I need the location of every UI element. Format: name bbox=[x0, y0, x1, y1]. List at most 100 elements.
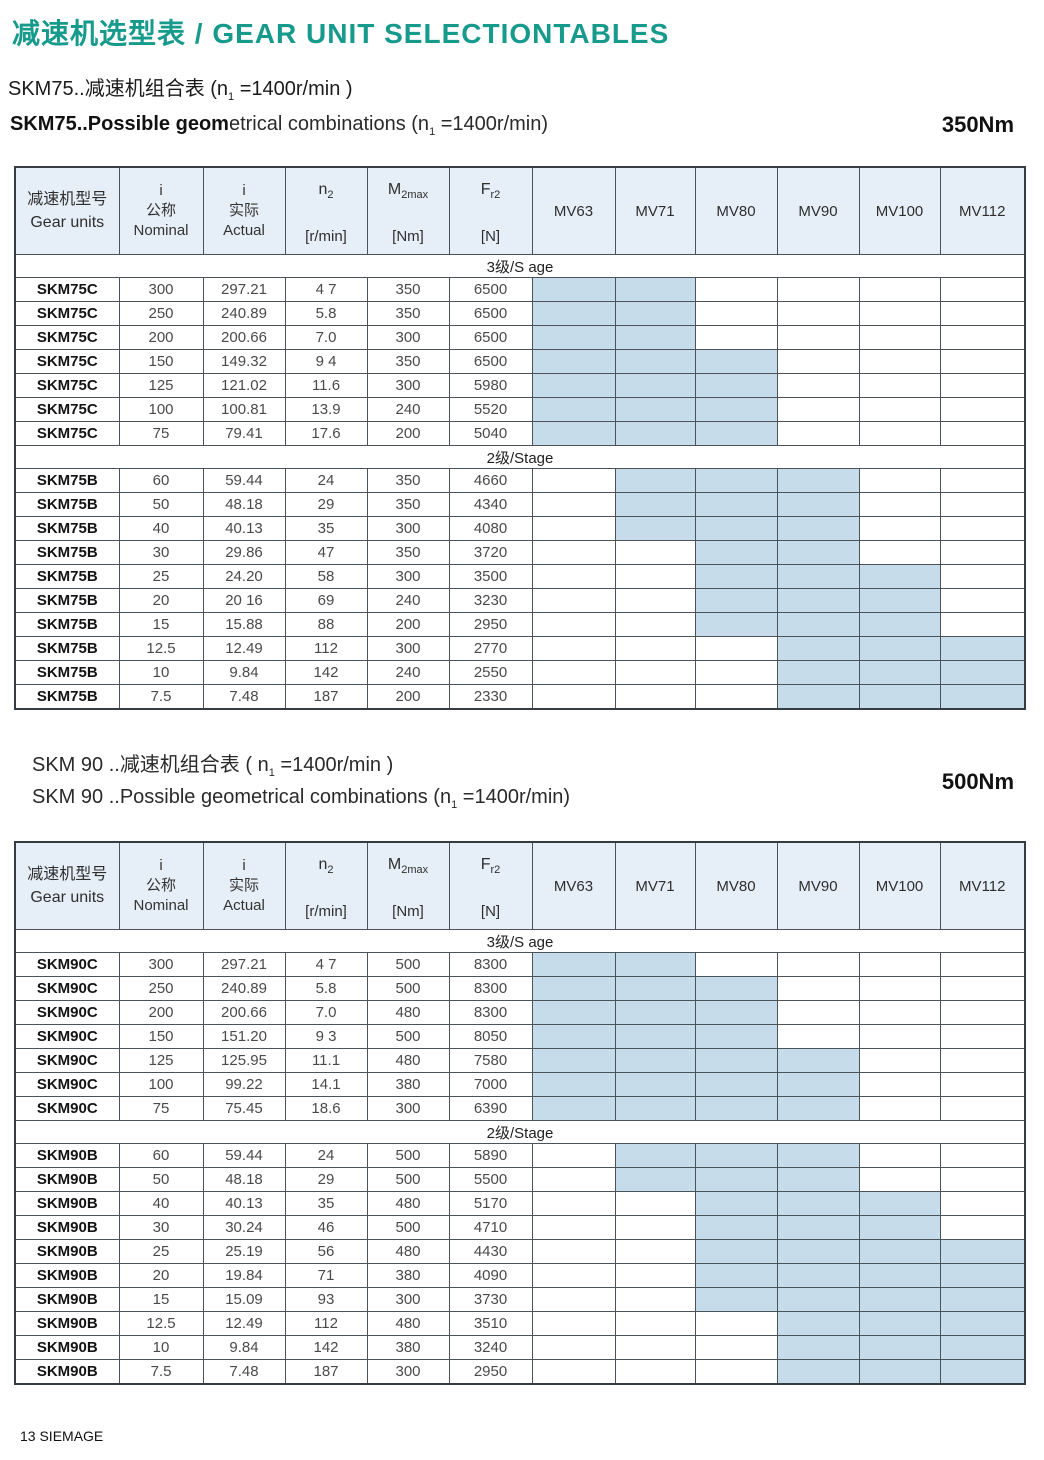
mv-empty-cell bbox=[614, 1239, 696, 1264]
mv-empty-cell bbox=[939, 612, 1026, 637]
mv-empty-cell bbox=[858, 1143, 941, 1168]
nominal-ratio-cell: 100 bbox=[118, 1072, 204, 1097]
model-cell: SKM75B bbox=[14, 636, 120, 661]
mv-empty-cell bbox=[939, 1167, 1026, 1192]
mv-empty-cell bbox=[531, 564, 616, 589]
skm75-heading-en: SKM75..Possible geometrical combinations… bbox=[10, 113, 548, 138]
nominal-ratio-cell: 300 bbox=[118, 952, 204, 977]
nominal-ratio-cell: 25 bbox=[118, 564, 204, 589]
actual-ratio-cell: 59.44 bbox=[202, 1143, 286, 1168]
nominal-ratio-cell: 25 bbox=[118, 1239, 204, 1264]
table-row: SKM75B 30 29.86 47 350 3720 bbox=[14, 540, 1026, 565]
m2max-torque-cell: 300 bbox=[366, 325, 450, 350]
mv-available-cell bbox=[614, 516, 696, 541]
mv-empty-cell bbox=[858, 540, 941, 565]
heading-text-pre: SKM 90 ..Possible geometrical combinatio… bbox=[32, 785, 452, 808]
n2-speed-cell: 29 bbox=[284, 492, 368, 517]
fr2-force-cell: 4710 bbox=[448, 1215, 533, 1240]
mv-available-cell bbox=[614, 325, 696, 350]
table-row: SKM90B 12.5 12.49 112 480 3510 bbox=[14, 1311, 1026, 1336]
mv-available-cell bbox=[776, 1072, 860, 1097]
n2-speed-cell: 93 bbox=[284, 1287, 368, 1312]
mv-available-cell bbox=[939, 660, 1026, 685]
mv-empty-cell bbox=[776, 976, 860, 1001]
mv-available-cell bbox=[614, 397, 696, 422]
mv-empty-cell bbox=[694, 1359, 778, 1385]
mv-available-cell bbox=[614, 1167, 696, 1192]
mv-empty-cell bbox=[531, 684, 616, 710]
mv-empty-cell bbox=[531, 492, 616, 517]
mv-empty-cell bbox=[858, 1000, 941, 1025]
mv-available-cell bbox=[858, 1311, 941, 1336]
mv-available-cell bbox=[531, 421, 616, 446]
mv-available-cell bbox=[858, 564, 941, 589]
actual-symbol: i bbox=[242, 181, 246, 199]
mv-empty-cell bbox=[858, 277, 941, 302]
gear-units-label-cn: 减速机型号 bbox=[27, 190, 108, 208]
actual-ratio-cell: 12.49 bbox=[202, 1311, 286, 1336]
nominal-ratio-cell: 40 bbox=[118, 516, 204, 541]
mv-available-cell bbox=[776, 540, 860, 565]
nominal-ratio-cell: 7.5 bbox=[118, 1359, 204, 1385]
mv-available-cell bbox=[531, 397, 616, 422]
table-row: SKM75C 250 240.89 5.8 350 6500 bbox=[14, 301, 1026, 326]
mv-available-cell bbox=[531, 1096, 616, 1121]
heading-text-pre: SKM75..减速机组合表 (n bbox=[8, 78, 229, 100]
mv-available-cell bbox=[531, 277, 616, 302]
n2-speed-cell: 9 4 bbox=[284, 349, 368, 374]
m2max-torque-cell: 480 bbox=[366, 1191, 450, 1216]
model-cell: SKM90C bbox=[14, 952, 120, 977]
header-cell-m2max: M2max [Nm] bbox=[366, 166, 450, 255]
mv-empty-cell bbox=[614, 540, 696, 565]
mv-empty-cell bbox=[939, 952, 1026, 977]
actual-ratio-cell: 20 16 bbox=[202, 588, 286, 613]
fr2-force-cell: 5980 bbox=[448, 373, 533, 398]
mv-available-cell bbox=[776, 1143, 860, 1168]
mv-empty-cell bbox=[614, 636, 696, 661]
table-header-row: 减速机型号 Gear units i 公称 Nominal i 实际 Actual n2 [r/m… bbox=[14, 841, 1026, 930]
nominal-label-cn: 公称 bbox=[145, 876, 176, 894]
skm90-heading-en: SKM 90 ..Possible geometrical combinatio… bbox=[32, 782, 570, 814]
model-cell: SKM75B bbox=[14, 468, 120, 493]
model-cell: SKM90B bbox=[14, 1239, 120, 1264]
fr2-subscript: r2 bbox=[490, 189, 501, 202]
mv-available-cell bbox=[614, 952, 696, 977]
mv-empty-cell bbox=[694, 636, 778, 661]
table-row: SKM75C 125 121.02 11.6 300 5980 bbox=[14, 373, 1026, 398]
mv-empty-cell bbox=[858, 976, 941, 1001]
mv-available-cell bbox=[694, 1263, 778, 1288]
actual-ratio-cell: 48.18 bbox=[202, 492, 286, 517]
header-cell-actual: i 实际 Actual bbox=[202, 166, 286, 255]
nominal-ratio-cell: 10 bbox=[118, 660, 204, 685]
mv-available-cell bbox=[776, 1215, 860, 1240]
mv-available-cell bbox=[858, 612, 941, 637]
mv-empty-cell bbox=[939, 1000, 1026, 1025]
mv-available-cell bbox=[776, 588, 860, 613]
actual-ratio-cell: 19.84 bbox=[202, 1263, 286, 1288]
header-cell-m2max: M2max [Nm] bbox=[366, 841, 450, 930]
fr2-force-cell: 2770 bbox=[448, 636, 533, 661]
m2max-unit: [Nm] bbox=[392, 227, 424, 245]
header-cell-n2: n2 [r/min] bbox=[284, 166, 368, 255]
table-row: SKM75B 60 59.44 24 350 4660 bbox=[14, 468, 1026, 493]
mv-available-cell bbox=[531, 952, 616, 977]
table-row: SKM75B 50 48.18 29 350 4340 bbox=[14, 492, 1026, 517]
actual-ratio-cell: 9.84 bbox=[202, 1335, 286, 1360]
table-row: SKM75B 12.5 12.49 112 300 2770 bbox=[14, 636, 1026, 661]
nominal-ratio-cell: 250 bbox=[118, 301, 204, 326]
mv-available-cell bbox=[776, 684, 860, 710]
mv-empty-cell bbox=[614, 1335, 696, 1360]
mv-empty-cell bbox=[776, 952, 860, 977]
mv-available-cell bbox=[776, 1191, 860, 1216]
mv-empty-cell bbox=[776, 397, 860, 422]
mv-available-cell bbox=[694, 1072, 778, 1097]
table-row: SKM90C 300 297.21 4 7 500 8300 bbox=[14, 952, 1026, 977]
mv-available-cell bbox=[776, 636, 860, 661]
mv-empty-cell bbox=[858, 301, 941, 326]
mv-available-cell bbox=[531, 301, 616, 326]
stage-section-label: 3级/S age bbox=[14, 929, 1026, 953]
fr2-force-cell: 3240 bbox=[448, 1335, 533, 1360]
fr2-symbol: Fr2 bbox=[480, 856, 501, 877]
header-cell-gear-units: 减速机型号 Gear units bbox=[14, 166, 120, 255]
nominal-ratio-cell: 60 bbox=[118, 468, 204, 493]
